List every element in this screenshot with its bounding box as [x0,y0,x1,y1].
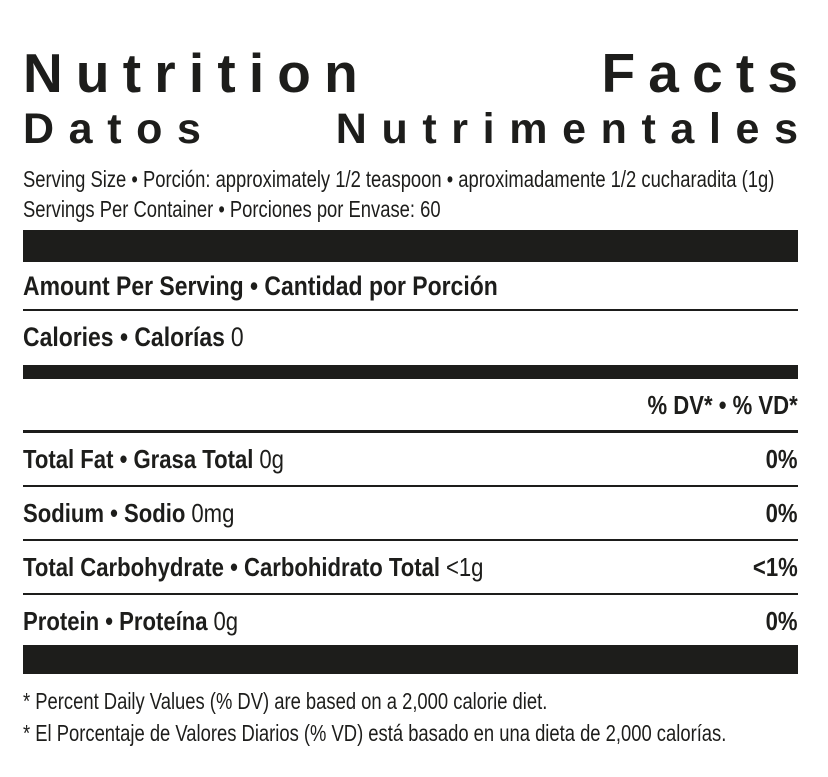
nutrient-daily-value: 0% [766,444,798,474]
calories-row: Calories • Calorías 0 [23,311,798,365]
nutrient-row-protein: Protein • Proteína 0g 0% [23,595,798,645]
title-english-word-1: Nutrition [23,42,371,104]
amount-per-serving-header: Amount Per Serving • Cantidad por Porció… [23,262,798,311]
nutrient-row-sodium: Sodium • Sodio 0mg 0% [23,487,798,541]
nutrient-name: Total Carbohydrate • Carbohidrato Total [23,552,441,582]
divider-bar-middle [23,365,798,379]
nutrient-name: Protein • Proteína [23,606,208,636]
nutrient-amount: <1g [445,552,484,582]
nutrient-amount: 0mg [191,498,235,528]
nutrient-row-total-carbohydrate: Total Carbohydrate • Carbohidrato Total <… [23,541,798,595]
nutrient-daily-value: 0% [766,498,798,528]
nutrient-daily-value: 0% [766,606,798,636]
serving-info: Serving Size • Porción: approximately 1/… [23,164,798,224]
nutrient-name: Total Fat • Grasa Total [23,444,254,474]
footnote-spanish: * El Porcentaje de Valores Diarios (% VD… [23,720,727,746]
nutrient-row-total-fat: Total Fat • Grasa Total 0g 0% [23,433,798,487]
title-spanish-word-1: Datos [23,105,216,153]
title-spanish-word-2: Nutrimentales [335,105,813,153]
servings-per-container-line: Servings Per Container • Porciones por E… [23,196,441,222]
nutrient-daily-value: <1% [753,552,798,582]
title-english-word-2: Facts [601,42,812,104]
daily-value-header: % DV* • % VD* [23,379,798,433]
calories-value: 0 [230,322,244,352]
title-spanish: Datos Nutrimentales [23,108,798,151]
title-english: Nutrition Facts [23,46,798,101]
divider-bar-top [23,230,798,262]
divider-bar-bottom [23,645,798,674]
nutrient-amount: 0g [259,444,284,474]
calories-label: Calories • Calorías [23,322,225,352]
footnote-english: * Percent Daily Values (% DV) are based … [23,688,548,714]
nutrient-amount: 0g [213,606,239,636]
footnotes: * Percent Daily Values (% DV) are based … [23,685,798,749]
serving-size-line: Serving Size • Porción: approximately 1/… [23,166,775,192]
nutrient-name: Sodium • Sodio [23,498,186,528]
